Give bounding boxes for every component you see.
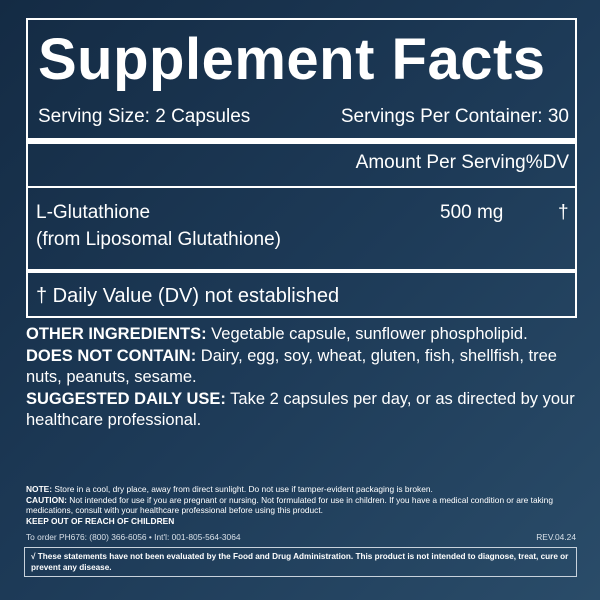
suggested-use: SUGGESTED DAILY USE: Take 2 capsules per… [26,389,586,432]
keep-out: KEEP OUT OF REACH OF CHILDREN [26,516,586,527]
panel-title: Supplement Facts [38,27,546,92]
amount-label: Amount Per Serving [355,152,526,173]
thick-divider [28,138,575,144]
ingredient-name: L-Glutathione [36,202,151,223]
revision: REV.04.24 [536,532,576,542]
caution-label: CAUTION: [26,494,67,505]
divider [28,186,575,188]
does-not-contain-text: Dairy, egg, soy, wheat, gluten, fish, sh… [26,346,557,387]
suggested-use-text: Take 2 capsules per day, or as directed … [26,389,575,430]
caution-text: Not intended for use if you are pregnant… [26,494,553,516]
ingredient-dv: † [558,202,569,223]
order-line: To order PH676: (800) 366-6056 • Int'l: … [26,532,576,542]
keep-out-text: KEEP OUT OF REACH OF CHILDREN [26,515,175,526]
supplement-facts-panel: Supplement Facts Serving Size: 2 Capsule… [26,18,577,318]
ingredient-amount: 500 mg [440,202,504,223]
fda-disclaimer: √ These statements have not been evaluat… [24,547,577,577]
caution: CAUTION: Not intended for use if you are… [26,495,586,516]
dv-footnote: † Daily Value (DV) not established [36,285,340,307]
order-info: To order PH676: (800) 366-6056 • Int'l: … [26,532,241,542]
note-label: NOTE: [26,484,53,494]
suggested-use-label: SUGGESTED DAILY USE: [26,389,226,408]
does-not-contain: DOES NOT CONTAIN: Dairy, egg, soy, wheat… [26,346,586,389]
note: NOTE: Store in a cool, dry place, away f… [26,484,586,495]
ingredient-source: (from Liposomal Glutathione) [36,229,281,250]
label-info: OTHER INGREDIENTS: Vegetable capsule, su… [26,324,586,432]
warnings: NOTE: Store in a cool, dry place, away f… [26,484,586,526]
divider [28,269,575,273]
amount-per-serving-header: Amount Per Serving%DV [356,152,569,174]
other-ingredients-text: Vegetable capsule, sunflower phospholipi… [206,325,528,343]
other-ingredients: OTHER INGREDIENTS: Vegetable capsule, su… [26,324,586,346]
serving-size: Serving Size: 2 Capsules [38,106,251,127]
other-ingredients-label: OTHER INGREDIENTS: [26,325,207,343]
does-not-contain-label: DOES NOT CONTAIN: [26,346,197,365]
servings-per-container: Servings Per Container: 30 [340,106,569,127]
note-text: Store in a cool, dry place, away from di… [52,484,433,494]
dv-header: %DV [525,152,569,173]
